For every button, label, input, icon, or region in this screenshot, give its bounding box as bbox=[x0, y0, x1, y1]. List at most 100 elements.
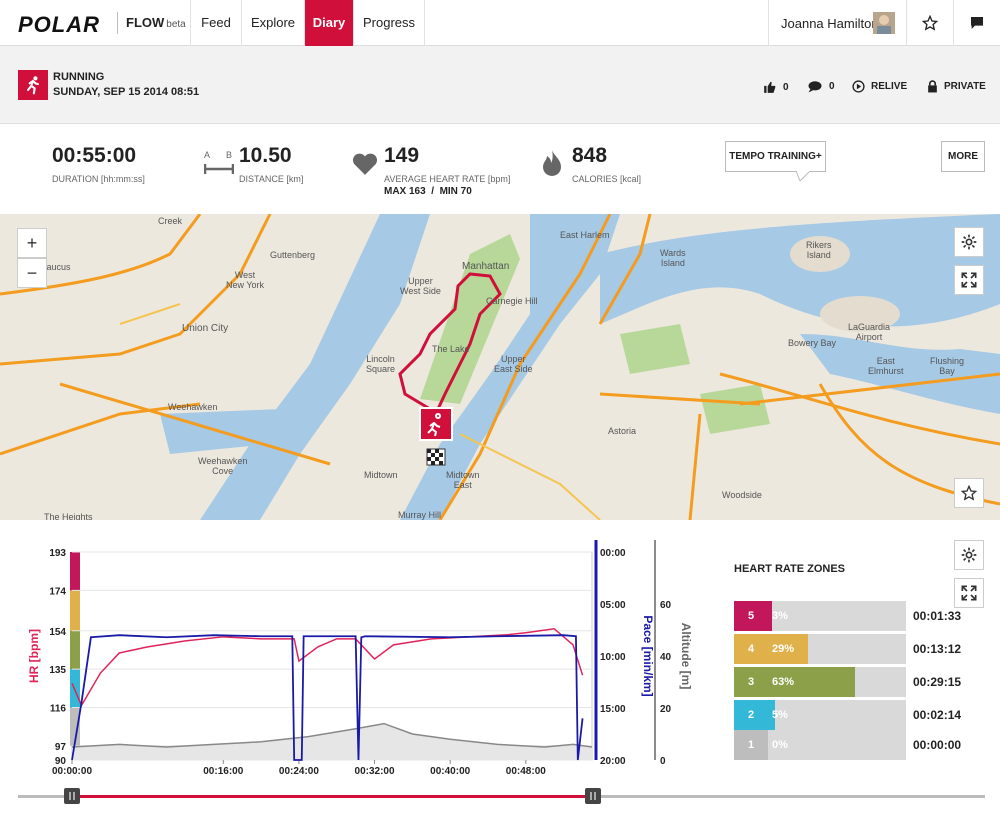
comment-button[interactable]: 0 bbox=[807, 80, 835, 93]
altitude-tick-label: 20 bbox=[660, 704, 672, 715]
zone-number: 3 bbox=[734, 667, 768, 697]
zone-time: 00:01:33 bbox=[913, 609, 962, 623]
session-header: RUNNING SUNDAY, SEP 15 2014 08:51 0 0 RE… bbox=[0, 46, 1000, 124]
calories-label: CALORIES [kcal] bbox=[572, 174, 642, 184]
pace-tick-label: 10:00 bbox=[600, 652, 626, 663]
more-button[interactable]: MORE bbox=[941, 141, 985, 172]
zone-percent: 29% bbox=[772, 643, 795, 655]
relive-button[interactable]: RELIVE bbox=[852, 80, 907, 93]
x-tick-label: 00:40:00 bbox=[430, 766, 470, 777]
duration-value: 00:55:00 bbox=[52, 144, 137, 167]
flow-label: FLOW bbox=[126, 15, 165, 30]
tab-diary[interactable]: Diary bbox=[304, 0, 353, 46]
heart-rate-label: AVERAGE HEART RATE [bpm] bbox=[384, 174, 511, 184]
route-map[interactable]: Creek Guttenberg West New York Union Cit… bbox=[0, 214, 1000, 520]
map-label: Manhattan bbox=[462, 261, 510, 272]
altitude-line bbox=[71, 722, 593, 748]
zone-number: 2 bbox=[734, 700, 768, 730]
tab-progress[interactable]: Progress bbox=[353, 0, 425, 46]
distance-icon-a: A bbox=[204, 150, 211, 160]
zone-bar bbox=[768, 700, 775, 730]
map-favorite-button[interactable] bbox=[954, 478, 984, 508]
like-button[interactable]: 0 bbox=[763, 80, 789, 94]
map-canvas[interactable] bbox=[0, 214, 1000, 520]
map-label: Caucus bbox=[40, 262, 71, 272]
session-chart[interactable]: 193 174 154 135 116 97 90 HR [bpm] 00:00 05:00 10:… bbox=[0, 530, 700, 780]
pace-tick-label: 00:00 bbox=[600, 548, 626, 559]
chart-settings-button[interactable] bbox=[954, 540, 984, 570]
thumbs-up-icon bbox=[764, 81, 776, 93]
summary-stats: 00:55:00 DURATION [hh:mm:ss] A B 10.50 D… bbox=[0, 124, 1000, 300]
zone-number: 5 bbox=[734, 601, 768, 631]
hr-tick-label: 154 bbox=[49, 627, 66, 638]
map-label: Lincoln Square bbox=[366, 354, 396, 374]
distance-icon: A B bbox=[204, 150, 234, 178]
zone-percent: 3% bbox=[772, 610, 788, 622]
hr-tick-label: 116 bbox=[50, 703, 67, 714]
chart-fullscreen-button[interactable] bbox=[954, 578, 984, 608]
map-label: East Elmhurst bbox=[868, 356, 904, 376]
grip-icon bbox=[590, 792, 596, 800]
route-finish-flag[interactable] bbox=[426, 448, 446, 466]
map-label: Weehawken bbox=[168, 402, 218, 412]
heart-rate-value: 149 bbox=[384, 144, 420, 167]
sport-name: RUNNING bbox=[53, 71, 105, 83]
chart-svg[interactable]: 193 174 154 135 116 97 90 HR [bpm] 00:00 05:00 10:… bbox=[0, 530, 700, 780]
map-fullscreen-button[interactable] bbox=[954, 265, 984, 295]
hr-axis-label: HR [bpm] bbox=[27, 629, 41, 683]
tempo-training-button[interactable]: TEMPO TRAINING+ bbox=[725, 141, 826, 172]
favorites-button[interactable] bbox=[906, 0, 953, 46]
avatar[interactable] bbox=[873, 12, 895, 34]
distance-icon-b: B bbox=[226, 150, 233, 160]
star-icon bbox=[961, 485, 977, 501]
hr-zone-band-3 bbox=[70, 630, 80, 670]
hr-zone-band-4 bbox=[70, 590, 80, 631]
map-label: Carnegie Hill bbox=[486, 296, 538, 306]
hr-tick-label: 135 bbox=[49, 665, 66, 676]
chat-icon bbox=[971, 17, 983, 29]
altitude-area bbox=[72, 723, 592, 760]
tab-explore[interactable]: Explore bbox=[241, 0, 304, 46]
altitude-axis-label: Altitude [m] bbox=[679, 623, 693, 690]
hr-tick-label: 97 bbox=[55, 742, 67, 753]
pace-line bbox=[71, 634, 584, 761]
zone-row-1: 1 0% bbox=[734, 730, 906, 760]
zone-percent: 5% bbox=[772, 709, 788, 721]
polar-logo[interactable]: POLAR bbox=[18, 12, 100, 37]
play-icon bbox=[852, 80, 865, 93]
altitude-tick-label: 40 bbox=[660, 652, 672, 663]
map-settings-button[interactable] bbox=[954, 227, 984, 257]
map-label: Upper West Side bbox=[400, 276, 441, 296]
x-tick-label: 00:16:00 bbox=[203, 766, 243, 777]
hr-tick-label: 174 bbox=[49, 586, 66, 597]
map-label: Rikers Island bbox=[806, 240, 832, 260]
zone-number: 1 bbox=[734, 730, 768, 760]
timeline-end-handle[interactable] bbox=[585, 788, 601, 804]
hr-zone-band-1 bbox=[70, 707, 80, 746]
altitude-tick-label: 0 bbox=[660, 756, 666, 767]
zoom-in-button[interactable]: + bbox=[17, 228, 47, 258]
logo-divider bbox=[117, 12, 118, 34]
user-menu[interactable]: Joanna Hamilton bbox=[768, 0, 906, 46]
timeline-selection[interactable] bbox=[72, 795, 592, 798]
zone-row-2: 2 5% bbox=[734, 700, 906, 730]
zone-bar bbox=[768, 634, 808, 664]
comment-icon bbox=[808, 81, 822, 93]
zones-title: HEART RATE ZONES bbox=[734, 563, 846, 575]
zoom-out-button[interactable]: − bbox=[17, 258, 47, 288]
relive-label: RELIVE bbox=[871, 81, 908, 92]
map-label: Flushing Bay bbox=[930, 356, 965, 376]
messages-button[interactable] bbox=[953, 0, 1000, 46]
tab-feed[interactable]: Feed bbox=[190, 0, 241, 46]
zone-bar bbox=[768, 667, 855, 697]
hr-tick-label: 193 bbox=[49, 548, 66, 559]
tempo-callout-tail bbox=[796, 171, 810, 181]
like-count: 0 bbox=[783, 81, 789, 93]
privacy-button[interactable]: PRIVATE bbox=[927, 80, 986, 93]
zone-bar bbox=[768, 601, 772, 631]
gear-icon bbox=[961, 547, 977, 563]
x-tick-label: 00:24:00 bbox=[279, 766, 319, 777]
calories-value: 848 bbox=[572, 144, 608, 167]
expand-icon bbox=[961, 585, 977, 601]
timeline-start-handle[interactable] bbox=[64, 788, 80, 804]
